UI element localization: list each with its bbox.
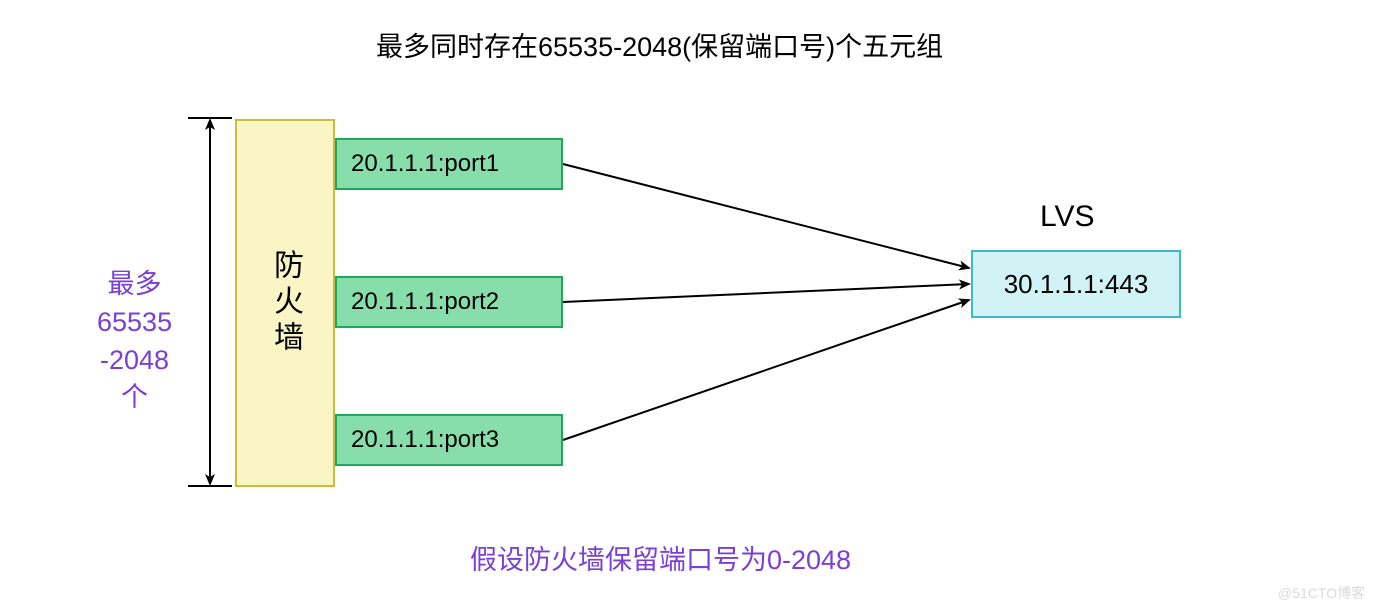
port-box-3: 20.1.1.1:port3 — [335, 414, 563, 466]
side-count-line: -2048 — [97, 342, 172, 380]
port-box-2: 20.1.1.1:port2 — [335, 276, 563, 328]
watermark: @51CTO博客 — [1278, 583, 1365, 603]
port-box-1: 20.1.1.1:port1 — [335, 138, 563, 190]
lvs-title: LVS — [1040, 200, 1094, 234]
firewall-box: 防火墙 — [235, 119, 335, 487]
lvs-box: 30.1.1.1:443 — [971, 250, 1181, 318]
side-count-label: 最多65535-2048个 — [97, 266, 172, 417]
connection-arrows — [563, 164, 969, 440]
diagram-title: 最多同时存在65535-2048(保留端口号)个五元组 — [376, 25, 943, 64]
side-count-line: 65535 — [97, 304, 172, 342]
dimension-line — [188, 118, 232, 486]
footer-assumption: 假设防火墙保留端口号为0-2048 — [470, 538, 851, 577]
side-count-line: 个 — [97, 379, 172, 417]
side-count-line: 最多 — [97, 266, 172, 304]
